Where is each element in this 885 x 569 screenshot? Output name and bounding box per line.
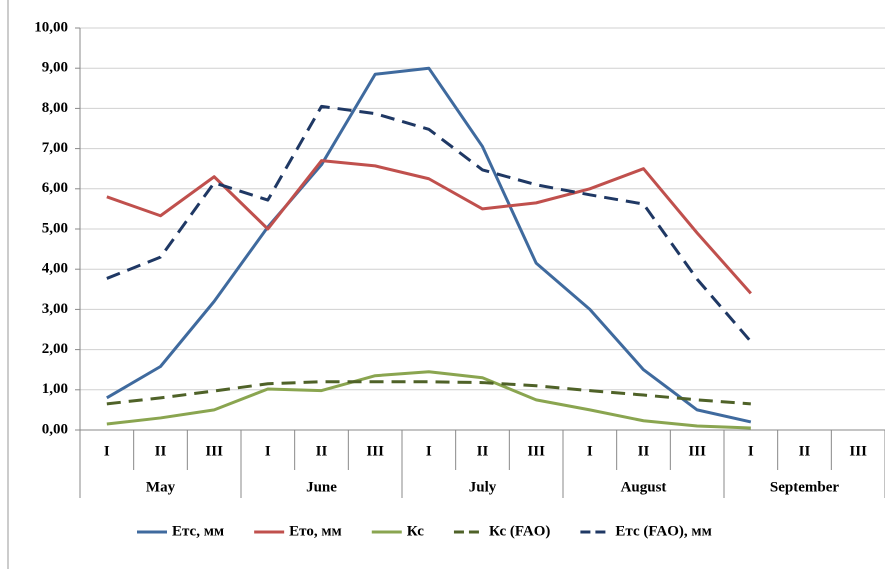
legend-label: Етс, мм — [172, 523, 224, 539]
y-tick-label: 6,00 — [42, 180, 68, 196]
y-tick-label: 5,00 — [42, 220, 68, 236]
x-tick-label: I — [104, 443, 110, 459]
y-tick-label: 1,00 — [42, 381, 68, 397]
x-tick-label: III — [527, 443, 545, 459]
legend-label: Кс (FAO) — [489, 523, 550, 539]
legend-label: Кс — [407, 523, 425, 539]
x-tick-label: I — [265, 443, 271, 459]
x-tick-label: I — [587, 443, 593, 459]
y-tick-label: 3,00 — [42, 301, 68, 317]
group-label: September — [770, 479, 839, 495]
x-tick-label: II — [477, 443, 489, 459]
y-tick-label: 7,00 — [42, 140, 68, 156]
legend-label: Ето, мм — [289, 523, 342, 539]
group-label: June — [306, 479, 337, 495]
group-label: May — [146, 479, 176, 495]
group-label: July — [469, 479, 497, 495]
x-tick-label: II — [155, 443, 167, 459]
y-tick-label: 8,00 — [42, 100, 68, 116]
legend-label: Етс (FAO), мм — [615, 523, 711, 539]
x-tick-label: I — [748, 443, 754, 459]
series-line — [106, 380, 751, 406]
group-label: August — [621, 479, 667, 495]
y-tick-label: 2,00 — [42, 341, 68, 357]
series-line — [106, 104, 752, 343]
y-tick-label: 0,00 — [42, 421, 68, 437]
series-line — [106, 370, 751, 430]
y-tick-label: 10,00 — [34, 19, 68, 35]
series-line — [106, 66, 752, 424]
y-tick-label: 9,00 — [42, 60, 68, 76]
x-tick-label: II — [638, 443, 650, 459]
x-tick-label: III — [205, 443, 223, 459]
x-tick-label: III — [849, 443, 867, 459]
x-tick-label: II — [799, 443, 811, 459]
x-tick-label: II — [316, 443, 328, 459]
series-line — [106, 159, 752, 295]
x-tick-label: III — [688, 443, 706, 459]
y-tick-label: 4,00 — [42, 261, 68, 277]
x-tick-label: III — [366, 443, 384, 459]
x-tick-label: I — [426, 443, 432, 459]
